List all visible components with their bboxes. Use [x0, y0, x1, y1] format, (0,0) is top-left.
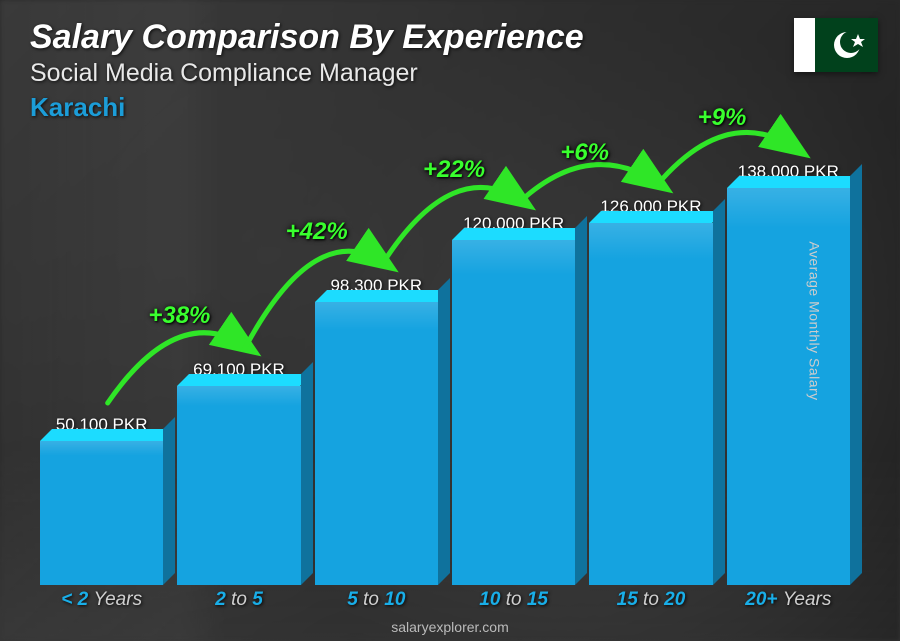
- x-category: 10 to 15: [452, 589, 575, 611]
- bar-side-face: [575, 216, 587, 585]
- bar-front: [727, 188, 850, 585]
- pct-change-label: +38%: [148, 302, 210, 330]
- bar-wrap: 120,000 PKR: [452, 214, 575, 585]
- bar-top-face: [177, 374, 312, 386]
- pct-change-label: +9%: [698, 104, 747, 132]
- bar-side-face: [301, 362, 313, 585]
- x-category: 15 to 20: [589, 589, 712, 611]
- bar-front: [452, 240, 575, 585]
- bar-side-face: [713, 199, 725, 585]
- bar-front: [40, 441, 163, 585]
- bar: [40, 441, 163, 585]
- bar-wrap: 50,100 PKR: [40, 415, 163, 585]
- bar: [589, 223, 712, 585]
- bar-top-face: [315, 290, 450, 302]
- chart-title: Salary Comparison By Experience: [30, 18, 870, 57]
- bar-wrap: 126,000 PKR: [589, 197, 712, 585]
- x-axis: < 2 Years 2 to 5 5 to 10 10 to 15 15 to 20 20…: [40, 589, 850, 611]
- x-category: 2 to 5: [177, 589, 300, 611]
- bar-chart: 50,100 PKR69,100 PKR98,300 PKR120,000 PK…: [40, 125, 850, 585]
- x-category: 20+ Years: [727, 589, 850, 611]
- bar-top-face: [727, 176, 862, 188]
- pakistan-flag-icon: [794, 18, 878, 72]
- bar-top-face: [40, 429, 175, 441]
- bar-wrap: 98,300 PKR: [315, 276, 438, 585]
- bar-top-face: [589, 211, 724, 223]
- footer-attribution: salaryexplorer.com: [0, 619, 900, 635]
- y-axis-label: Average Monthly Salary: [806, 241, 822, 400]
- bar-front: [315, 302, 438, 585]
- x-category: 5 to 10: [315, 589, 438, 611]
- bar: [727, 188, 850, 585]
- pct-change-label: +6%: [560, 139, 609, 167]
- bar-top-face: [452, 228, 587, 240]
- pct-change-label: +42%: [286, 218, 348, 246]
- bar: [177, 386, 300, 585]
- bar-side-face: [438, 278, 450, 585]
- bar-wrap: 69,100 PKR: [177, 360, 300, 585]
- bar-side-face: [163, 417, 175, 585]
- bar-side-face: [850, 164, 862, 585]
- pct-change-label: +22%: [423, 156, 485, 184]
- bar-front: [177, 386, 300, 585]
- bar: [315, 302, 438, 585]
- chart-subtitle: Social Media Compliance Manager: [30, 59, 870, 88]
- bar: [452, 240, 575, 585]
- bar-wrap: 138,000 PKR: [727, 162, 850, 585]
- bar-front: [589, 223, 712, 585]
- x-category: < 2 Years: [40, 589, 163, 611]
